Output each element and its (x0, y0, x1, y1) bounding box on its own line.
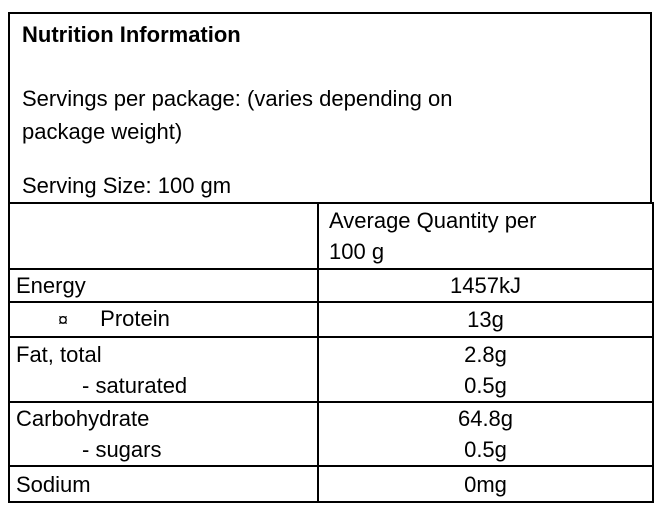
nutrition-table: Average Quantity per 100 g Energy 1457kJ… (8, 202, 654, 503)
carbohydrate-label: Carbohydrate (16, 406, 150, 431)
table-header-row: Average Quantity per 100 g (8, 202, 654, 270)
fat-saturated-label: - saturated (82, 372, 188, 398)
table-row-fat: Fat, total - saturated 2.8g 0.5g (8, 336, 654, 403)
servings-line-1: Servings per package: (varies depending … (22, 86, 453, 111)
fat-label-cell: Fat, total - saturated (8, 336, 319, 403)
fat-total-label: Fat, total (16, 341, 102, 367)
carbohydrate-label-cell: Carbohydrate - sugars (8, 401, 319, 467)
carbohydrate-value-cell: 64.8g 0.5g (317, 401, 654, 467)
sodium-label: Sodium (8, 465, 319, 503)
carbohydrate-value: 64.8g (457, 406, 514, 431)
protein-label: Protein (100, 306, 170, 331)
header-quantity-line-2: 100 g (329, 239, 385, 264)
table-row-sodium: Sodium 0mg (8, 465, 654, 503)
table-row-carbohydrate: Carbohydrate - sugars 64.8g 0.5g (8, 401, 654, 467)
fat-total-value: 2.8g (464, 341, 507, 367)
carbohydrate-sugars-label: - sugars (82, 437, 162, 462)
header-quantity-cell: Average Quantity per 100 g (317, 202, 654, 270)
table-row-protein: ¤ Protein 13g (8, 301, 654, 338)
fat-saturated-value: 0.5g (464, 372, 507, 398)
sodium-value: 0mg (317, 465, 654, 503)
protein-label-cell: ¤ Protein (8, 301, 319, 338)
energy-value: 1457kJ (317, 268, 654, 303)
header-empty-cell (8, 202, 319, 270)
header-quantity-line-1: Average Quantity per (329, 208, 537, 233)
servings-per-package-text: Servings per package: (varies depending … (22, 82, 638, 148)
serving-size-text: Serving Size: 100 gm (22, 173, 232, 198)
intro-block: Nutrition Information Servings per packa… (8, 12, 652, 202)
bullet-icon: ¤ (58, 310, 69, 330)
table-row-energy: Energy 1457kJ (8, 268, 654, 303)
servings-line-2: package weight) (22, 119, 183, 144)
fat-value-cell: 2.8g 0.5g (317, 336, 654, 403)
protein-value: 13g (317, 301, 654, 338)
carbohydrate-sugars-value: 0.5g (464, 437, 507, 462)
page-title: Nutrition Information (22, 22, 241, 47)
energy-label: Energy (8, 268, 319, 303)
nutrition-panel: Nutrition Information Servings per packa… (8, 12, 654, 503)
